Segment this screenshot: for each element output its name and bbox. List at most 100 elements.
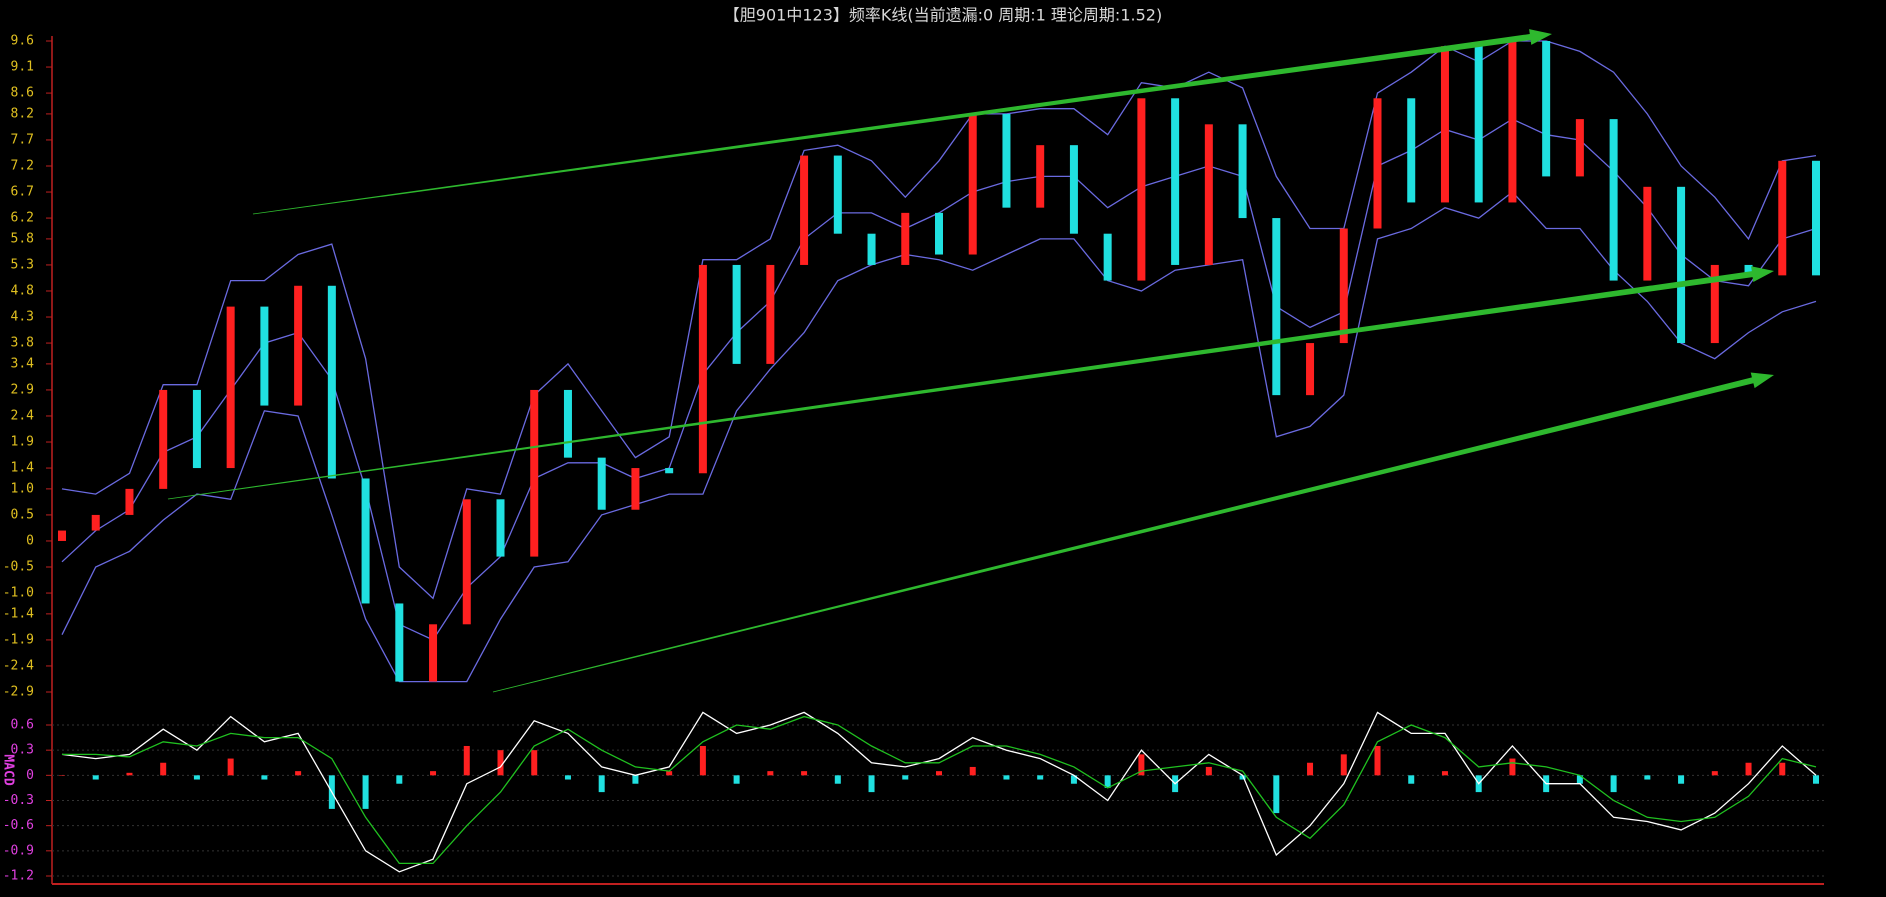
macd-bar <box>598 775 605 793</box>
macd-bar <box>295 771 302 776</box>
band-line <box>61 191 1817 683</box>
macd-bar <box>497 750 504 776</box>
candle <box>665 468 674 474</box>
macd-bar <box>396 775 403 784</box>
macd-bar <box>92 775 99 780</box>
macd-bar <box>733 775 740 784</box>
candle <box>260 306 269 406</box>
macd-bar <box>1239 775 1246 780</box>
y-tick-label: 3.8 <box>11 336 34 351</box>
y2-tick-label: -0.9 <box>3 843 34 858</box>
macd-bar <box>1576 775 1583 784</box>
candle <box>361 478 370 604</box>
macd-bar <box>1745 762 1752 776</box>
macd-bar <box>1273 775 1280 814</box>
macd-line <box>62 715 1817 865</box>
macd-bar <box>564 775 571 780</box>
candle <box>91 514 100 531</box>
candle <box>192 389 201 469</box>
y2-tick-label: -0.3 <box>3 793 34 808</box>
y-tick-label: 4.3 <box>11 310 34 325</box>
y2-tick-label: -1.2 <box>3 869 34 884</box>
candle <box>1002 113 1011 208</box>
candle <box>1306 343 1315 396</box>
candle <box>1440 46 1449 203</box>
macd-bar <box>1070 775 1077 784</box>
candle <box>1103 233 1112 281</box>
candle <box>58 530 66 541</box>
macd-bar <box>1441 771 1448 776</box>
macd-bar <box>868 775 875 793</box>
candle <box>1238 124 1247 219</box>
y-tick-label: 0 <box>26 533 34 548</box>
candle <box>1744 264 1753 276</box>
candle <box>159 389 168 489</box>
macd-bar <box>430 771 437 776</box>
macd-bar <box>1678 775 1685 784</box>
y-tick-label: -2.4 <box>3 658 34 673</box>
macd-bar <box>1813 775 1819 784</box>
band-line <box>61 40 1817 600</box>
chart-title: 【胆901中123】频率K线(当前遗漏:0 周期:1 理论周期:1.52) <box>724 6 1162 25</box>
macd-bar <box>1779 762 1786 776</box>
macd-bar <box>1340 754 1347 776</box>
y-tick-label: 1.9 <box>11 435 34 450</box>
candle <box>968 113 977 255</box>
y-tick-label: 9.1 <box>11 60 34 75</box>
candle <box>800 155 809 265</box>
y2-tick-label: 0.3 <box>11 743 34 758</box>
macd-bar <box>531 750 538 776</box>
candle <box>395 603 404 682</box>
y-tick-label: -2.9 <box>3 685 34 700</box>
candle <box>496 499 505 557</box>
candle <box>294 285 303 406</box>
macd-bar <box>227 758 234 776</box>
candle <box>901 212 910 265</box>
y-tick-label: 0.5 <box>11 507 34 522</box>
macd-bar <box>632 775 639 784</box>
y-tick-label: 8.6 <box>11 86 34 101</box>
candle <box>1677 186 1686 344</box>
macd-bar <box>59 775 65 776</box>
candle <box>1542 41 1551 177</box>
candle <box>833 155 842 234</box>
y2-tick-label: 0 <box>26 768 34 783</box>
candle <box>1036 145 1045 208</box>
y-tick-label: 8.2 <box>11 106 34 121</box>
candle <box>563 389 572 458</box>
y-tick-label: 1.0 <box>11 481 34 496</box>
macd-bar <box>261 775 268 780</box>
y-tick-label: 1.4 <box>11 461 35 476</box>
candle <box>1339 228 1348 344</box>
candle <box>462 499 471 625</box>
y-tick-label: 5.8 <box>11 231 34 246</box>
candle <box>226 306 235 469</box>
y2-tick-label: -0.6 <box>3 818 34 833</box>
candle <box>732 264 741 364</box>
y-tick-label: -1.9 <box>3 632 34 647</box>
y-tick-label: 7.7 <box>11 132 34 147</box>
macd-bar <box>1138 754 1145 776</box>
y-tick-label: 6.7 <box>11 185 34 200</box>
candle <box>597 457 606 510</box>
y-tick-label: 7.2 <box>11 158 34 173</box>
candle <box>698 264 707 474</box>
macd-bar <box>160 762 167 776</box>
y-tick-label: 4.8 <box>11 283 34 298</box>
candle <box>1407 98 1416 203</box>
candle <box>1508 41 1517 203</box>
candle <box>1137 98 1146 281</box>
candle <box>1272 218 1281 396</box>
macd-bar <box>666 771 673 776</box>
macd-bar <box>1408 775 1415 784</box>
macd-line <box>61 711 1817 873</box>
y-tick-label: 5.3 <box>11 257 34 272</box>
y-tick-label: 3.4 <box>11 356 35 371</box>
macd-bar <box>126 772 133 776</box>
candle <box>1609 119 1618 281</box>
macd-bar <box>969 766 976 776</box>
candle <box>530 389 539 557</box>
band-line <box>61 118 1817 641</box>
macd-bar <box>902 775 909 780</box>
macd-bar <box>1610 775 1617 793</box>
